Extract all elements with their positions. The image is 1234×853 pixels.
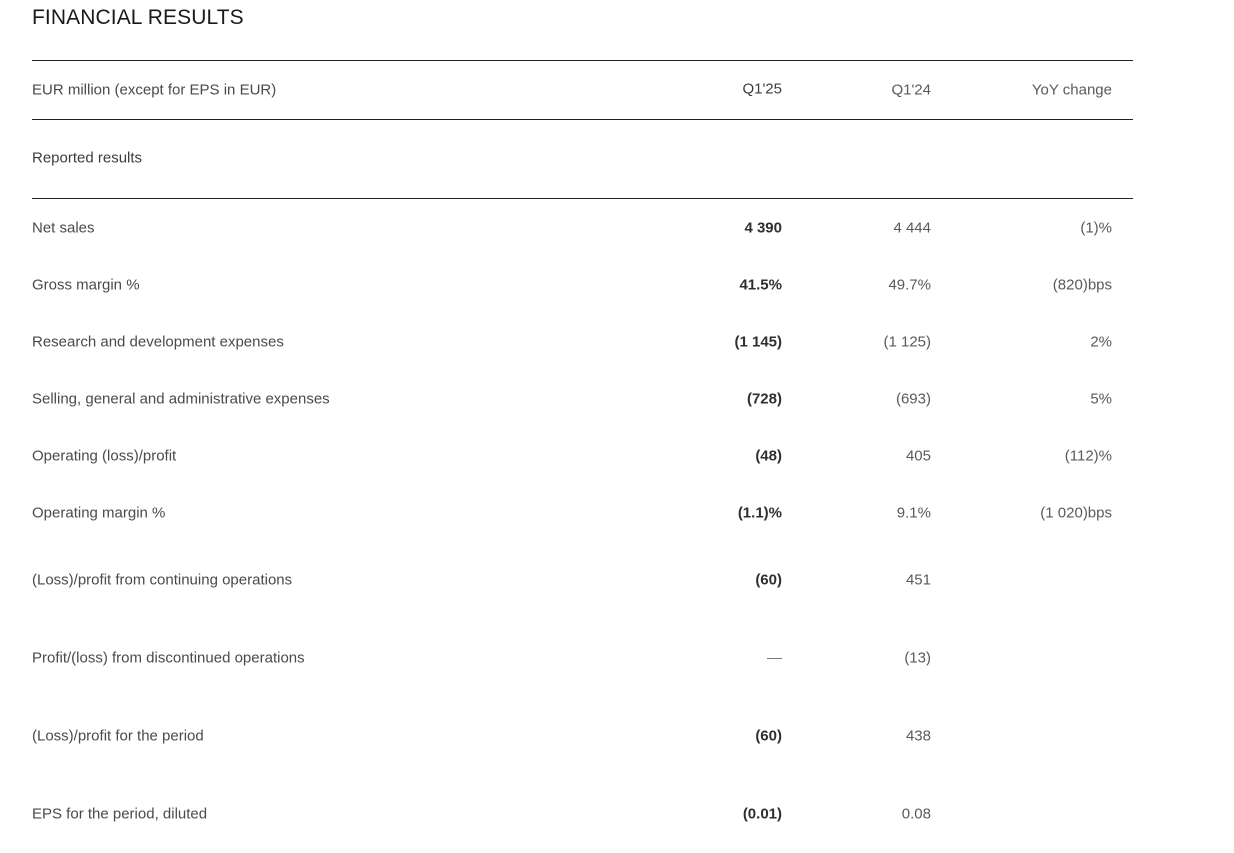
column-header-label: EUR million (except for EPS in EUR) [32, 81, 277, 99]
data-rows: Net sales 4 390 4 444 (1)% Gross margin … [32, 199, 1133, 853]
row-value-q124: (13) [904, 649, 931, 667]
table-row: Profit/(loss) from discontinued operatio… [32, 619, 1133, 697]
row-value-q124: 405 [905, 447, 931, 464]
row-value-q125: (1.1)% [737, 504, 782, 521]
table-row: (Loss)/profit for the period (60) 438 [32, 697, 1133, 775]
table-row: Operating margin % (1.1)% 9.1% (1 020)bp… [32, 484, 1133, 541]
row-label: Net sales [32, 219, 95, 236]
table-row: EPS for the period, diluted (0.01) 0.08 [32, 775, 1133, 853]
row-value-yoy: (112)% [1064, 447, 1112, 464]
row-value-q124: (693) [895, 390, 931, 407]
row-label: Profit/(loss) from discontinued operatio… [32, 649, 305, 667]
row-value-q125: (0.01) [742, 805, 782, 823]
section-label: Reported results [32, 149, 143, 167]
table-header-row: EUR million (except for EPS in EUR) Q1'2… [32, 60, 1133, 120]
table-row: Gross margin % 41.5% 49.7% (820)bps [32, 256, 1133, 313]
section-header-row: Reported results [32, 120, 1133, 199]
row-value-yoy: (1)% [1080, 219, 1112, 236]
row-value-yoy: (820)bps [1052, 276, 1112, 293]
table-row: Operating (loss)/profit (48) 405 (112)% [32, 427, 1133, 484]
row-label: (Loss)/profit for the period [32, 727, 204, 745]
row-label: Gross margin % [32, 276, 140, 293]
row-value-yoy: 2% [1090, 333, 1112, 350]
row-value-yoy: 5% [1090, 390, 1112, 407]
row-label: (Loss)/profit from continuing operations [32, 571, 293, 589]
row-value-q124: 0.08 [901, 805, 931, 823]
row-value-q124: 9.1% [896, 504, 931, 521]
column-header-q124: Q1'24 [891, 81, 931, 99]
row-value-q124: 451 [905, 571, 931, 589]
column-header-yoy: YoY change [1031, 81, 1112, 99]
row-label: Operating (loss)/profit [32, 447, 177, 464]
row-label: Selling, general and administrative expe… [32, 390, 330, 407]
table-row: Net sales 4 390 4 444 (1)% [32, 199, 1133, 256]
row-value-q125: (728) [746, 390, 782, 407]
row-label: Research and development expenses [32, 333, 284, 350]
financial-results-table: EUR million (except for EPS in EUR) Q1'2… [32, 60, 1133, 853]
row-label: EPS for the period, diluted [32, 805, 208, 823]
row-value-q124: (1 125) [883, 333, 931, 350]
row-value-q125: (48) [755, 447, 782, 464]
page-title: FINANCIAL RESULTS [32, 6, 244, 29]
row-value-q125: (60) [755, 727, 782, 745]
row-value-q125: (60) [755, 571, 782, 589]
row-value-yoy: (1 020)bps [1040, 504, 1112, 521]
row-value-q124: 4 444 [893, 219, 931, 236]
row-value-q124: 49.7% [888, 276, 931, 293]
column-header-q125: Q1'25 [742, 80, 782, 98]
row-value-q125: 41.5% [739, 276, 782, 293]
table-row: Selling, general and administrative expe… [32, 370, 1133, 427]
table-row: (Loss)/profit from continuing operations… [32, 541, 1133, 619]
row-label: Operating margin % [32, 504, 166, 521]
table-row: Research and development expenses (1 145… [32, 313, 1133, 370]
row-value-q125: (1 145) [734, 333, 782, 350]
row-value-q125: 4 390 [744, 219, 782, 236]
row-value-q124: 438 [905, 727, 931, 745]
row-value-q125: — [767, 649, 782, 667]
